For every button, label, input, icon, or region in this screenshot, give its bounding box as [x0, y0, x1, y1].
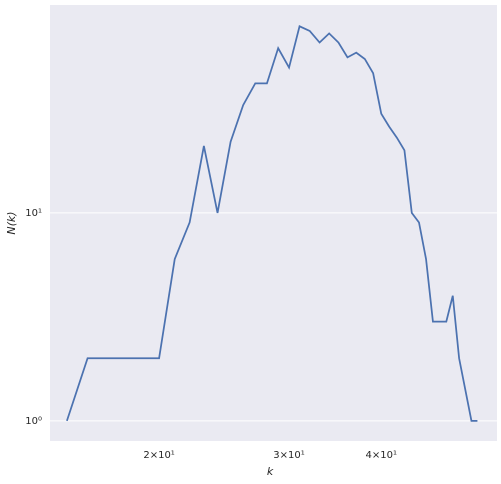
- x-tick-label: 2×10¹: [143, 450, 174, 461]
- y-axis-label: N(k): [5, 211, 18, 234]
- y-tick-label: 10⁰: [25, 416, 42, 427]
- plot-area: [50, 5, 497, 441]
- data-line: [66, 25, 478, 422]
- x-tick-label: 3×10¹: [273, 450, 304, 461]
- x-axis-label: k: [267, 465, 274, 478]
- y-tick-label: 10¹: [25, 208, 42, 219]
- x-tick-label: 4×10¹: [366, 450, 397, 461]
